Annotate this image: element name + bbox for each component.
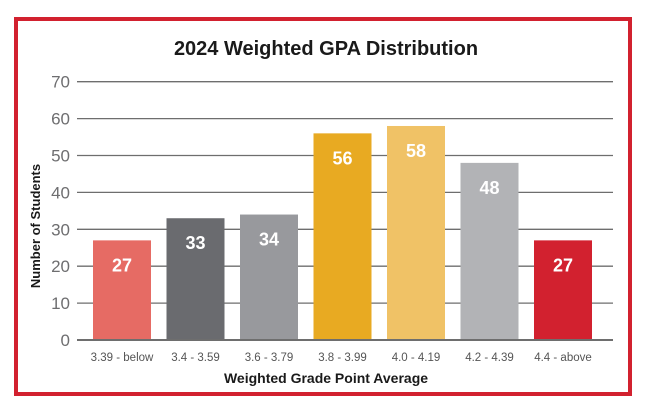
x-tick-label: 3.39 - below: [91, 352, 154, 364]
data-label: 56: [332, 148, 352, 168]
x-tick-label: 3.4 - 3.59: [171, 352, 220, 364]
y-tick-label: 50: [51, 147, 70, 166]
y-tick-label: 60: [51, 110, 70, 129]
x-tick-label: 3.8 - 3.99: [318, 352, 367, 364]
x-tick-label: 3.6 - 3.79: [245, 352, 294, 364]
y-tick-label: 40: [51, 183, 70, 202]
bar: [240, 214, 298, 340]
x-tick-label: 4.0 - 4.19: [392, 352, 441, 364]
x-tick-label: 4.4 - above: [534, 352, 592, 364]
data-label: 48: [479, 178, 499, 198]
x-axis-label: Weighted Grade Point Average: [224, 370, 428, 386]
chart-title: 2024 Weighted GPA Distribution: [174, 38, 478, 60]
bar: [93, 240, 151, 340]
bar: [166, 218, 225, 340]
y-tick-label: 0: [61, 331, 70, 350]
bar: [460, 162, 519, 340]
y-tick-label: 10: [51, 294, 70, 313]
x-tick-label: 4.2 - 4.39: [465, 352, 514, 364]
y-tick-label: 20: [51, 257, 70, 276]
data-label: 27: [112, 255, 132, 275]
y-tick-label: 30: [51, 220, 70, 239]
bar: [387, 125, 445, 340]
data-label: 58: [406, 141, 426, 161]
data-label: 34: [259, 230, 279, 250]
data-label: 33: [185, 233, 205, 253]
y-axis-label: Number of Students: [28, 164, 43, 288]
data-label: 27: [553, 255, 573, 275]
bar: [313, 133, 372, 340]
bar: [534, 240, 592, 340]
y-tick-label: 70: [51, 73, 70, 92]
